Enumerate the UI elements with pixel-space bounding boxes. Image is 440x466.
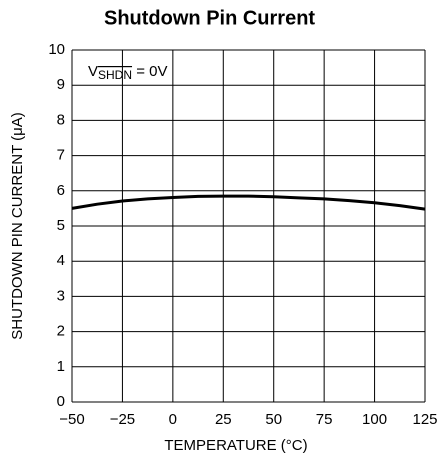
y-tick-label: 4: [57, 252, 65, 269]
y-axis-label: SHUTDOWN PIN CURRENT (μA): [9, 112, 26, 340]
x-tick-label: 75: [316, 411, 333, 428]
x-tick-label: 25: [215, 411, 232, 428]
y-tick-label: 3: [57, 287, 65, 304]
x-axis-label: TEMPERATURE (°C): [164, 437, 307, 454]
y-tick-label: 2: [57, 323, 65, 340]
y-tick-label: 9: [57, 76, 65, 93]
y-tick-label: 0: [57, 393, 65, 410]
y-tick-label: 5: [57, 217, 65, 234]
annotation-part: = 0V: [132, 63, 167, 80]
y-tick-label: 7: [57, 147, 65, 164]
x-tick-label: 50: [265, 411, 282, 428]
y-tick-label: 10: [48, 41, 65, 58]
y-tick-label: 8: [57, 111, 65, 128]
chart-title: Shutdown Pin Current: [104, 7, 315, 29]
data-line: [71, 194, 426, 211]
y-tick-label: 1: [57, 358, 65, 375]
y-tick-label: 6: [57, 182, 65, 199]
annotation-part: SHDN: [98, 68, 132, 82]
x-tick-label: −25: [110, 411, 135, 428]
x-tick-label: 0: [169, 411, 177, 428]
x-tick-label: −50: [59, 411, 84, 428]
annotation-part: V: [88, 63, 98, 80]
x-tick-label: 100: [362, 411, 387, 428]
x-tick-label: 125: [412, 411, 437, 428]
annotation: VSHDN = 0V: [88, 63, 167, 82]
